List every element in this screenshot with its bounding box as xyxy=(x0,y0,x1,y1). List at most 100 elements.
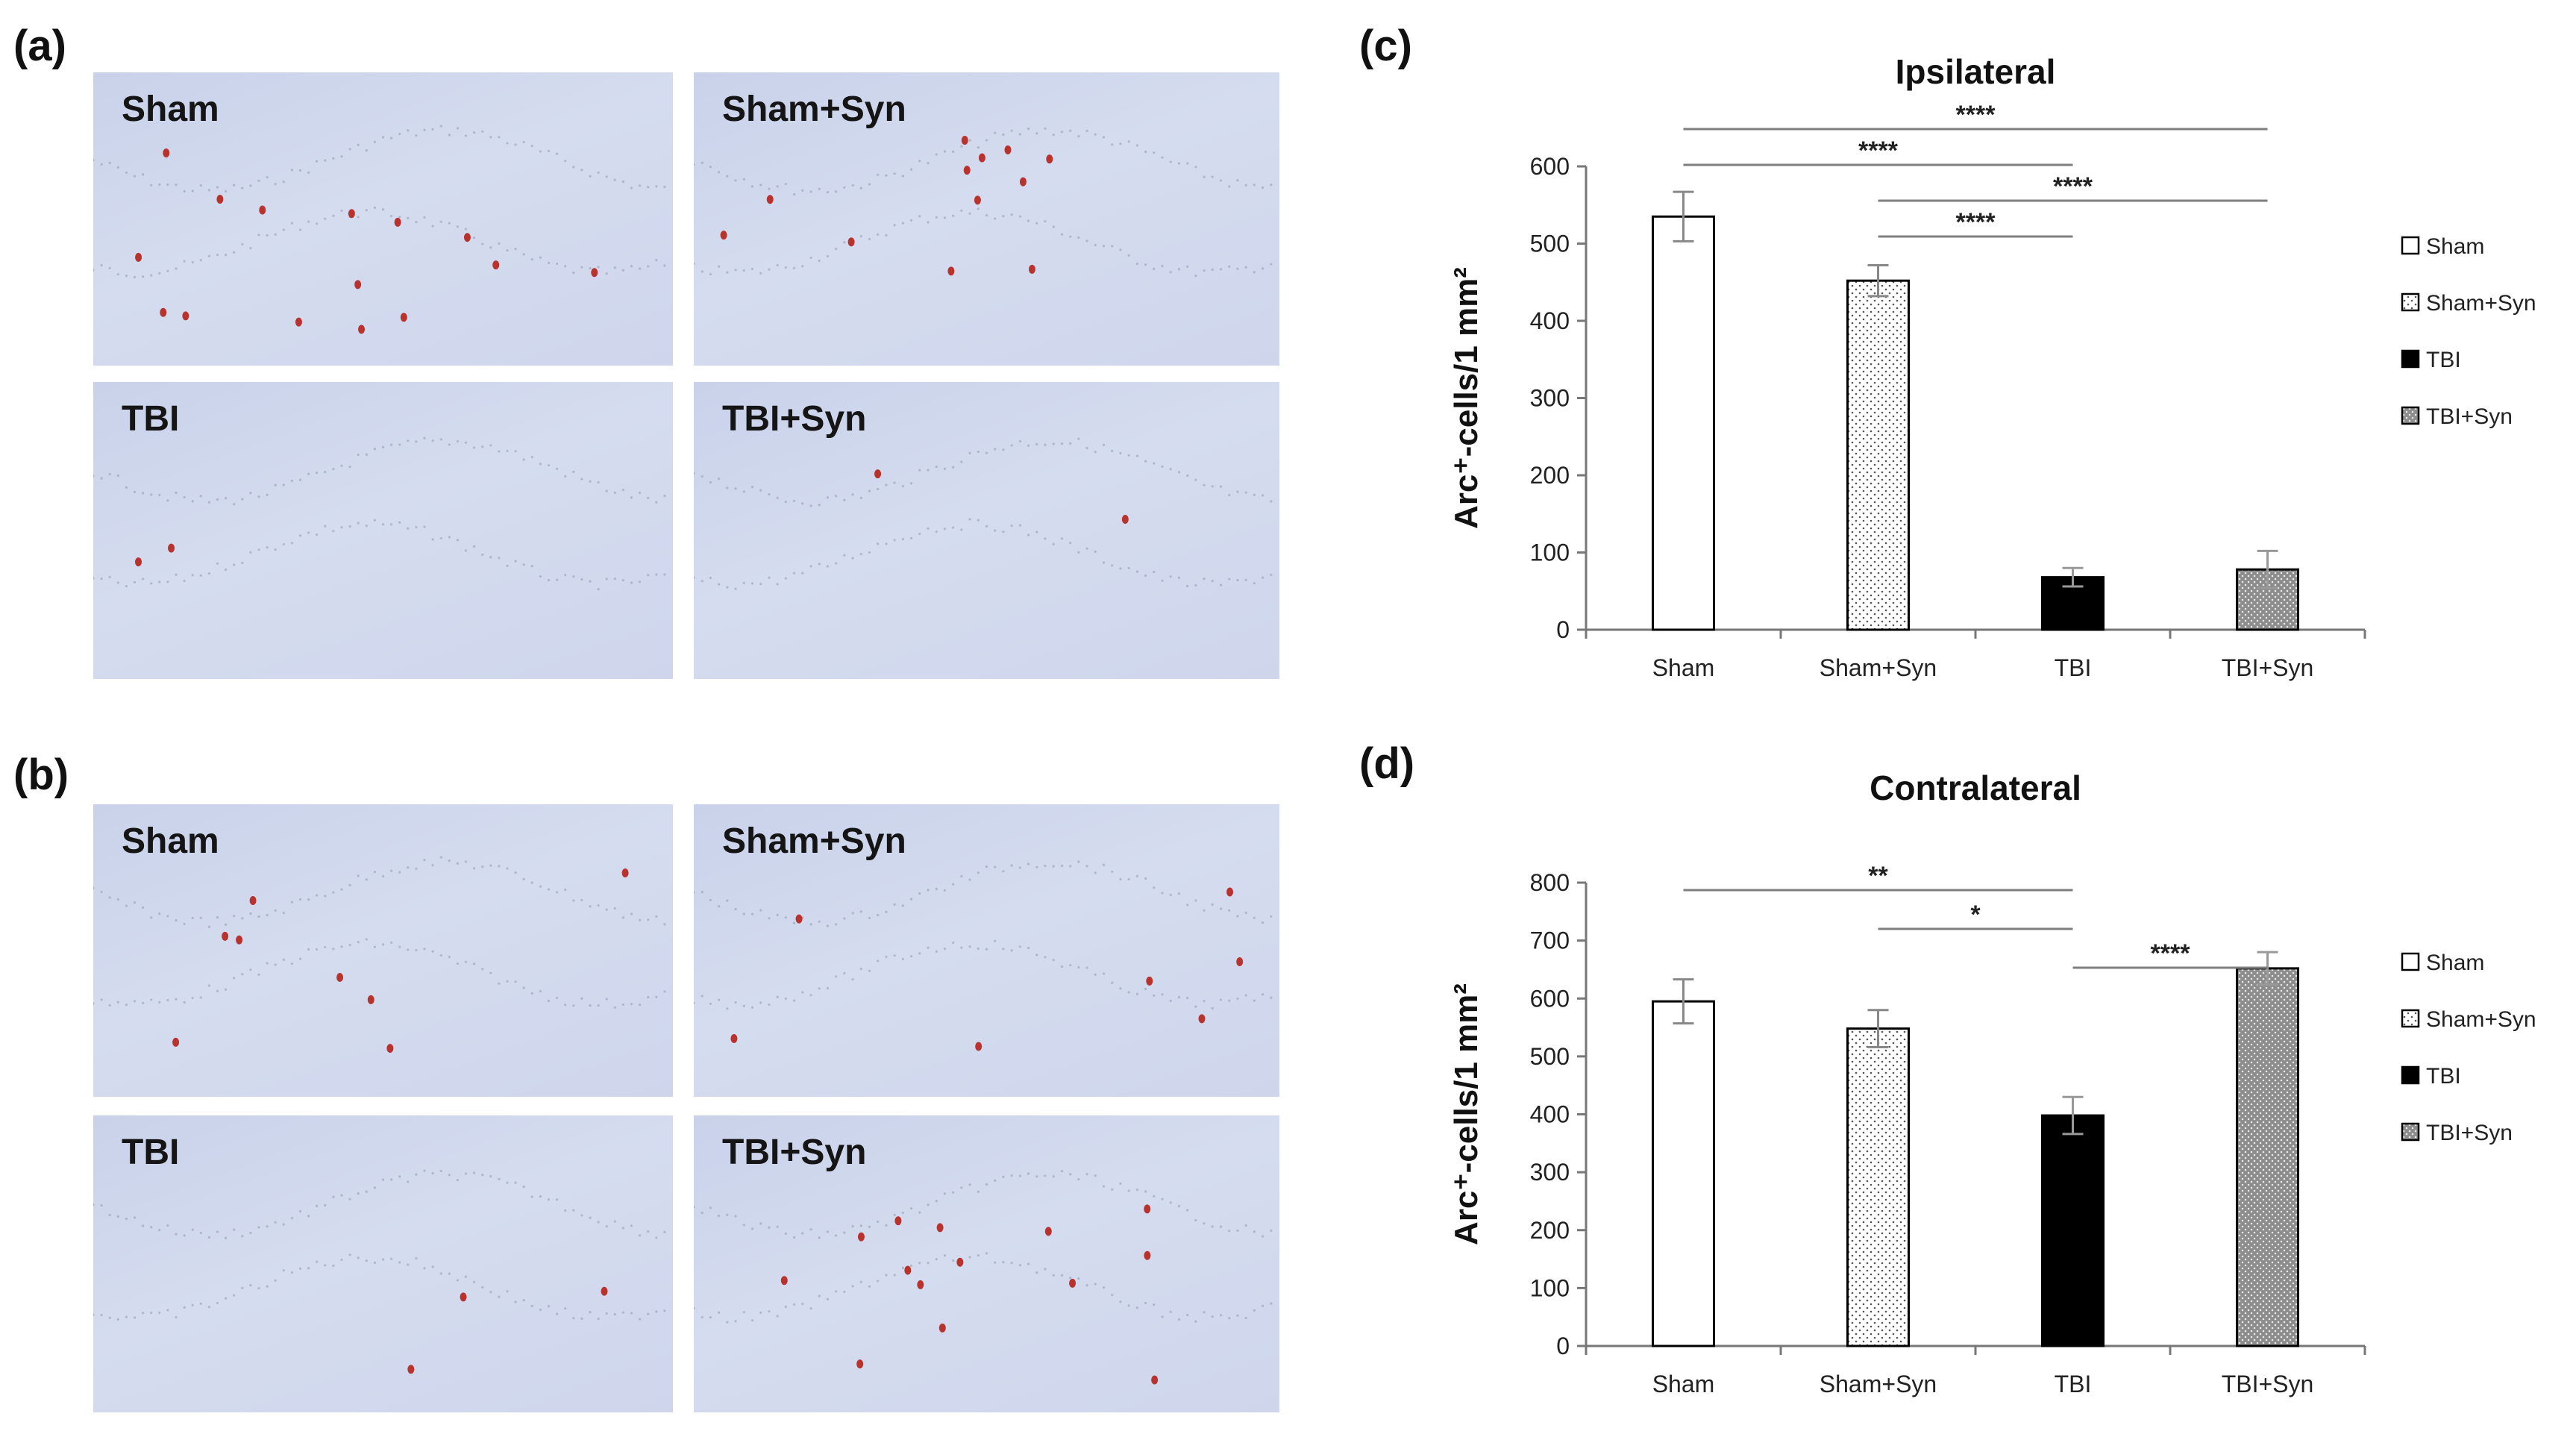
tissue-dot xyxy=(199,1231,202,1235)
tissue-dot xyxy=(734,487,737,490)
tissue-dot xyxy=(621,1003,625,1006)
error-bar xyxy=(1867,1009,1889,1048)
tissue-dot xyxy=(348,1198,351,1200)
tissue-dot xyxy=(718,998,721,1001)
tissue-dot xyxy=(1119,451,1122,455)
tissue-dot xyxy=(1219,998,1223,1001)
tissue-dot xyxy=(1102,1286,1106,1289)
tissue-dot xyxy=(1018,1174,1021,1177)
tissue-dot xyxy=(1052,1274,1055,1277)
tissue-dot xyxy=(1270,263,1273,266)
tissue-dot xyxy=(1177,892,1181,895)
tissue-dot xyxy=(522,140,525,144)
tissue-dot xyxy=(1244,578,1247,581)
tissue-dot xyxy=(1127,254,1130,257)
tissue-dot xyxy=(1135,992,1138,995)
tissue-dot xyxy=(1102,1185,1106,1188)
tissue-dot xyxy=(207,189,210,192)
tissue-dot xyxy=(1135,874,1138,877)
tissue-dot xyxy=(851,978,854,981)
tissue-dot xyxy=(142,1001,145,1005)
tissue-dot xyxy=(701,891,703,894)
tissue-dot xyxy=(125,1315,128,1318)
tissue-dot xyxy=(859,234,862,238)
tissue-dot xyxy=(572,1209,575,1212)
tissue-dot xyxy=(1194,478,1197,481)
y-tick-label: 400 xyxy=(1530,307,1570,334)
tissue-dot xyxy=(960,145,963,148)
arc-positive-cell xyxy=(367,995,375,1004)
tissue-dot xyxy=(398,443,401,446)
tissue-dot xyxy=(207,501,210,504)
tissue-dot xyxy=(613,577,616,580)
tissue-dot xyxy=(340,1194,343,1197)
tissue-dot xyxy=(1060,537,1064,540)
tissue-dot xyxy=(199,996,202,999)
tissue-dot xyxy=(381,136,385,139)
tissue-dot xyxy=(1261,1235,1265,1238)
tissue-dot xyxy=(589,1216,592,1219)
tissue-dot xyxy=(381,523,385,526)
tissue-dot xyxy=(266,175,269,179)
tissue-dot xyxy=(448,134,451,137)
arc-positive-cell xyxy=(720,231,727,240)
tissue-dot xyxy=(357,522,360,525)
tissue-dot xyxy=(985,525,988,527)
tissue-dot xyxy=(868,1225,871,1228)
arc-positive-cell xyxy=(974,195,981,205)
tissue-dot xyxy=(93,1203,95,1206)
tissue-dot xyxy=(792,999,796,1002)
tissue-dot xyxy=(1194,1218,1197,1222)
tissue-dot xyxy=(191,574,194,577)
significance-stars: ** xyxy=(1868,862,1888,890)
arc-positive-cell xyxy=(601,1286,608,1296)
tissue-dot xyxy=(1244,491,1247,494)
tissue-dot xyxy=(1010,213,1013,216)
tissue-dot xyxy=(1203,1222,1206,1225)
tissue-dot xyxy=(885,910,888,913)
tissue-dot xyxy=(473,131,476,134)
tissue-dot xyxy=(1219,907,1223,910)
tissue-dot xyxy=(1127,140,1130,143)
legend-swatch xyxy=(2401,1009,2420,1028)
tissue-dot xyxy=(694,262,695,265)
tissue-dot xyxy=(207,1236,210,1239)
tissue-dot xyxy=(597,480,600,484)
tissue-dot xyxy=(843,554,846,557)
tissue-dot xyxy=(1069,129,1072,132)
tissue-dot xyxy=(324,159,327,162)
tissue-dot xyxy=(621,489,625,492)
tissue-dot xyxy=(960,874,963,878)
tissue-dot xyxy=(826,986,830,990)
tissue-dot xyxy=(108,161,111,164)
tissue-dot xyxy=(901,538,904,541)
tissue-dot xyxy=(809,190,812,193)
tissue-dot xyxy=(456,539,459,542)
tissue-dot xyxy=(290,962,293,965)
tissue-dot xyxy=(166,915,169,918)
tissue-dot xyxy=(1052,225,1055,228)
tissue-dot xyxy=(348,944,351,947)
tissue-dot xyxy=(1002,448,1005,451)
tissue-dot xyxy=(158,912,161,915)
tissue-dot xyxy=(1203,1000,1206,1003)
tissue-dot xyxy=(564,574,567,577)
micrograph-a-tbi: TBI xyxy=(93,382,673,679)
tissue-dot xyxy=(1002,215,1005,218)
tissue-dot xyxy=(439,856,442,859)
tissue-dot xyxy=(1161,579,1164,582)
tissue-dot xyxy=(994,217,997,220)
tissue-dot xyxy=(809,1307,812,1310)
tissue-dot xyxy=(439,954,442,957)
tissue-dot xyxy=(1085,240,1088,242)
tissue-dot xyxy=(859,1224,862,1227)
tissue-dot xyxy=(407,216,410,219)
tissue-dot xyxy=(630,1224,633,1227)
tissue-dot xyxy=(348,148,351,151)
tissue-dot xyxy=(639,918,642,921)
y-tick-label: 300 xyxy=(1530,385,1570,412)
micrograph-texture xyxy=(93,1169,666,1374)
tissue-dot xyxy=(1069,235,1072,238)
tissue-dot xyxy=(316,894,319,897)
arc-positive-cell xyxy=(947,266,955,276)
